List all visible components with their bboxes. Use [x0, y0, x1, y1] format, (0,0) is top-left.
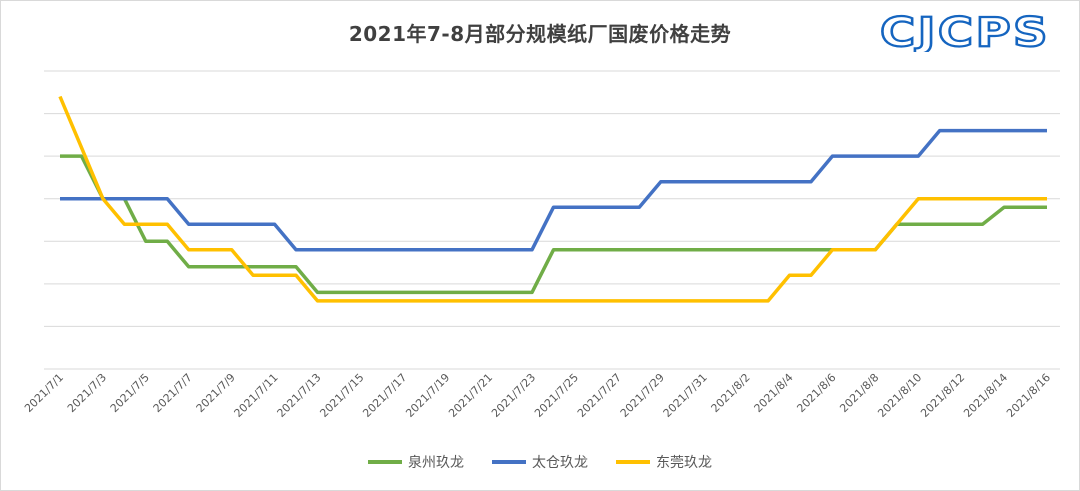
legend-swatch: [368, 460, 402, 464]
series-line-2: [58, 95, 1047, 303]
series-line-1: [60, 128, 1047, 252]
x-tick-label: 2021/7/9: [194, 371, 238, 415]
chart-title: 2021年7-8月部分规模纸厂国废价格走势: [348, 22, 732, 46]
x-tick-label: 2021/7/29: [618, 371, 667, 420]
x-tick-label: 2021/7/3: [65, 371, 109, 415]
x-tick-label: 2021/8/14: [961, 371, 1010, 420]
legend-item: 泉州玖龙: [368, 452, 464, 472]
x-tick-label: 2021/7/11: [232, 371, 281, 420]
legend-label: 太仓玖龙: [532, 455, 588, 471]
legend: 泉州玖龙 太仓玖龙 东莞玖龙: [0, 452, 1080, 472]
x-tick-label: 2021/7/19: [403, 371, 452, 420]
x-tick-label: 2021/7/1: [22, 371, 66, 415]
legend-label: 泉州玖龙: [408, 455, 464, 471]
legend-label: 东莞玖龙: [656, 455, 712, 471]
x-tick-label: 2021/7/21: [446, 371, 495, 420]
x-tick-label: 2021/8/2: [709, 371, 753, 415]
x-tick-label: 2021/7/23: [489, 371, 538, 420]
x-tick-label: 2021/8/4: [752, 371, 796, 415]
logo: CJCPS: [880, 10, 1050, 52]
x-tick-label: 2021/7/5: [108, 371, 152, 415]
gridlines: [44, 70, 1060, 370]
legend-swatch: [492, 460, 526, 464]
x-tick-label: 2021/7/27: [575, 371, 624, 420]
x-tick-label: 2021/7/15: [317, 371, 366, 420]
legend-item: 东莞玖龙: [616, 452, 712, 472]
x-tick-label: 2021/7/17: [360, 371, 409, 420]
x-tick-label: 2021/7/13: [275, 371, 324, 420]
x-tick-label: 2021/8/6: [794, 371, 838, 415]
x-tick-label: 2021/7/25: [532, 371, 581, 420]
x-tick-label: 2021/8/12: [918, 371, 967, 420]
x-tick-label: 2021/7/31: [661, 371, 710, 420]
x-axis-ticks: 2021/7/12021/7/32021/7/52021/7/72021/7/9…: [22, 371, 1053, 420]
legend-item: 太仓玖龙: [492, 452, 588, 472]
series-lines: [58, 95, 1047, 303]
logo-wordmark: CJCPS: [880, 10, 1050, 52]
x-tick-label: 2021/8/8: [837, 371, 881, 415]
x-tick-label: 2021/8/10: [875, 371, 924, 420]
legend-swatch: [616, 460, 650, 464]
x-tick-label: 2021/7/7: [151, 371, 195, 415]
x-tick-label: 2021/8/16: [1004, 371, 1053, 420]
